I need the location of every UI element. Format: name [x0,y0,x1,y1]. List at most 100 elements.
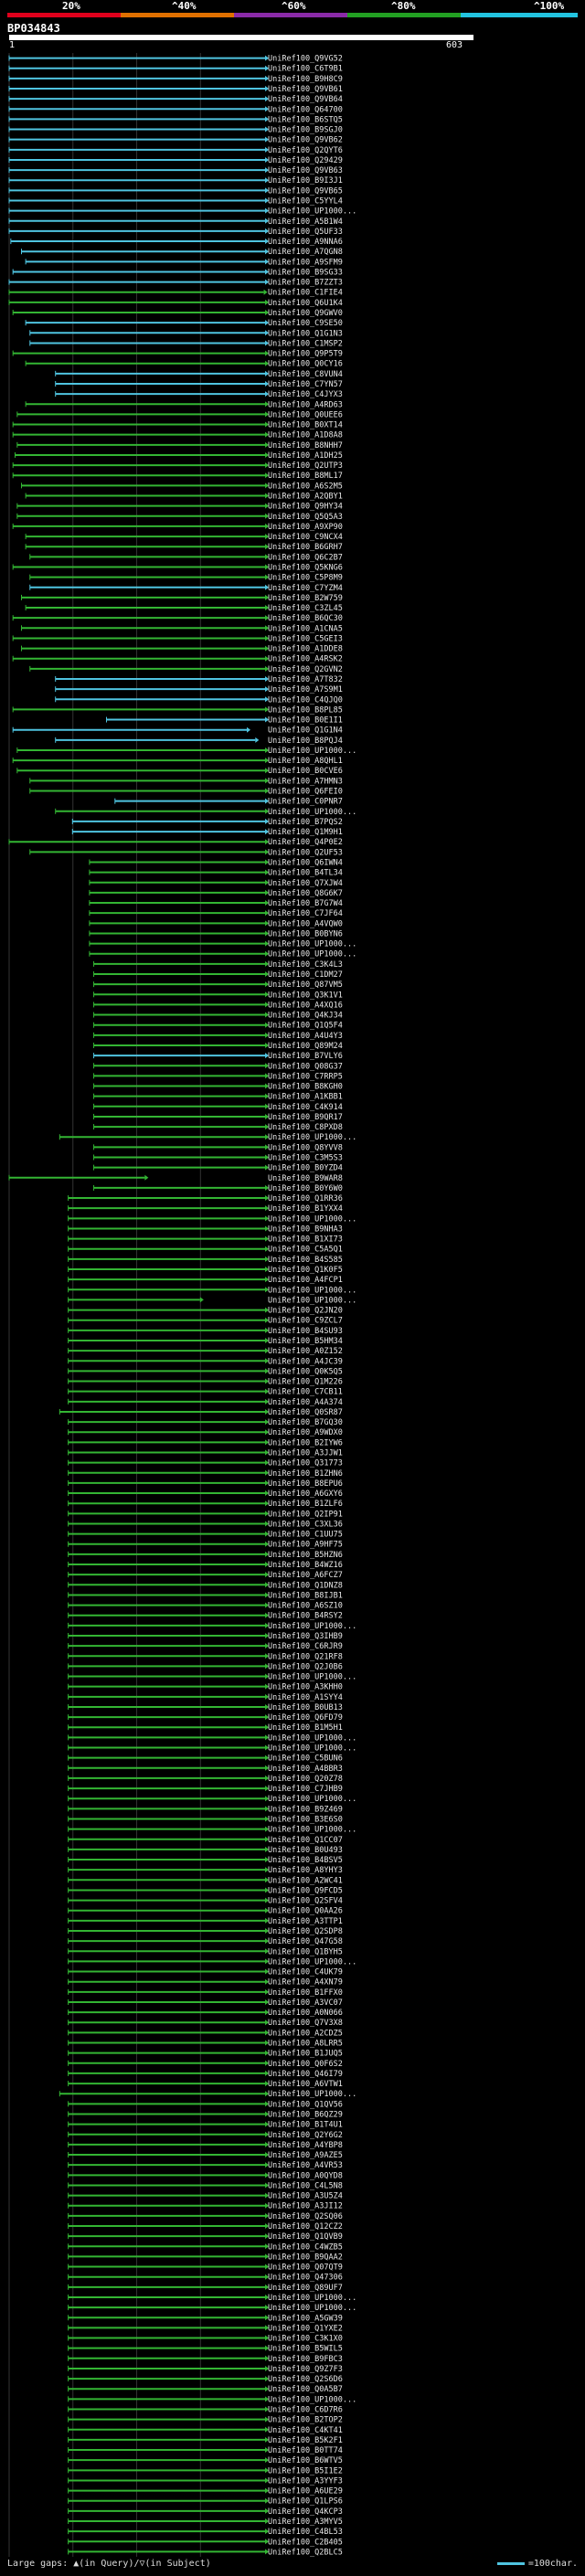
hit-label[interactable]: UniRef100_B8EPU6 [268,1479,343,1489]
hit-row[interactable]: UniRef100_UP1000... [68,1296,357,1305]
hit-label[interactable]: UniRef100_A9NNA6 [268,238,343,247]
hit-row[interactable]: UniRef100_A7HMN3 [29,777,343,786]
hit-label[interactable]: UniRef100_Q0A5B7 [268,2385,343,2394]
hit-label[interactable]: UniRef100_UP1000... [268,1733,356,1743]
hit-row[interactable]: UniRef100_C9ZCL7 [68,1317,343,1326]
hit-label[interactable]: UniRef100_Q0UEE6 [268,410,343,419]
hit-label[interactable]: UniRef100_B2W759 [268,594,343,603]
hit-label[interactable]: UniRef100_A3MYV5 [268,2518,343,2527]
hit-label[interactable]: UniRef100_Q47G58 [268,1937,343,1946]
hit-row[interactable]: UniRef100_UP1000... [55,808,357,817]
hit-label[interactable]: UniRef100_B6GRH7 [268,543,343,552]
hit-label[interactable]: UniRef100_A2WC41 [268,1876,343,1885]
hit-row[interactable]: UniRef100_B1YXX4 [68,1204,343,1214]
hit-label[interactable]: UniRef100_B7VLY6 [268,1052,343,1061]
hit-row[interactable]: UniRef100_C9SE50 [25,319,343,328]
hit-row[interactable]: UniRef100_Q9GWV0 [12,309,343,318]
hit-label[interactable]: UniRef100_Q5KNG6 [268,563,343,572]
hit-row[interactable]: UniRef100_Q1DNZ8 [68,1581,343,1590]
hit-row[interactable]: UniRef100_A3YYF3 [68,2476,343,2486]
hit-label[interactable]: UniRef100_A4RSK2 [268,655,343,664]
hit-label[interactable]: UniRef100_Q89UF7 [268,2284,343,2293]
hit-row[interactable]: UniRef100_Q8YVV8 [93,1143,343,1152]
hit-row[interactable]: UniRef100_B3E6S0 [68,1815,343,1824]
hit-label[interactable]: UniRef100_Q1YXE2 [268,2324,343,2333]
hit-label[interactable]: UniRef100_Q1G1N4 [268,726,343,736]
hit-row[interactable]: UniRef100_UP1000... [68,1622,357,1631]
hit-label[interactable]: UniRef100_A3JJW1 [268,1449,343,1458]
hit-row[interactable]: UniRef100_UP1000... [68,1826,357,1835]
hit-row[interactable]: UniRef100_Q46I79 [68,2070,343,2079]
hit-label[interactable]: UniRef100_B1YXX4 [268,1204,343,1214]
hit-label[interactable]: UniRef100_C7CB11 [268,1388,343,1397]
hit-row[interactable]: UniRef100_Q2UF53 [29,848,343,857]
hit-row[interactable]: UniRef100_Q2SFV4 [68,1897,343,1906]
hit-row[interactable]: UniRef100_B7G7W4 [89,899,343,908]
hit-label[interactable]: UniRef100_Q31773 [268,1459,343,1468]
hit-label[interactable]: UniRef100_C7JF64 [268,909,343,918]
hit-row[interactable]: UniRef100_A3KHH0 [68,1683,343,1692]
hit-label[interactable]: UniRef100_B1JUQ5 [268,2050,343,2059]
hit-label[interactable]: UniRef100_C9SE50 [268,319,343,328]
hit-label[interactable]: UniRef100_Q0SR87 [268,1408,343,1417]
hit-row[interactable]: UniRef100_UP1000... [68,1957,357,1966]
hit-label[interactable]: UniRef100_Q4P0E2 [268,838,343,847]
hit-label[interactable]: UniRef100_A4VQW0 [268,919,343,928]
hit-label[interactable]: UniRef100_B9NHA3 [268,1224,343,1234]
hit-row[interactable]: UniRef100_Q9VG52 [8,55,343,64]
hit-label[interactable]: UniRef100_Q9VG52 [268,55,343,64]
hit-row[interactable]: UniRef100_Q6U1K4 [8,299,343,308]
hit-label[interactable]: UniRef100_A4YBP8 [268,2141,343,2150]
hit-row[interactable]: UniRef100_UP1000... [8,207,356,217]
hit-label[interactable]: UniRef100_B7G7W4 [268,899,343,908]
hit-label[interactable]: UniRef100_Q1QVB9 [268,2232,343,2242]
hit-row[interactable]: UniRef100_C5A5Q1 [68,1246,343,1255]
hit-label[interactable]: UniRef100_A1DDE8 [268,645,343,654]
hit-label[interactable]: UniRef100_B0CVE6 [268,767,343,776]
hit-label[interactable]: UniRef100_Q1K0F5 [268,1266,343,1275]
hit-row[interactable]: UniRef100_Q64700 [8,105,343,114]
hit-label[interactable]: UniRef100_A6S2M5 [268,482,343,491]
hit-row[interactable]: UniRef100_B9FBC3 [68,2355,343,2364]
hit-row[interactable]: UniRef100_Q6IWN4 [89,858,343,867]
hit-row[interactable]: UniRef100_B9SGJ0 [8,126,343,135]
hit-label[interactable]: UniRef100_A3KHH0 [268,1683,343,1692]
hit-row[interactable]: UniRef100_A9SFM9 [25,258,343,267]
hit-label[interactable]: UniRef100_Q9P5T9 [268,350,343,359]
hit-label[interactable]: UniRef100_C6T9B1 [268,65,343,74]
hit-label[interactable]: UniRef100_C0PNR7 [268,798,343,807]
hit-label[interactable]: UniRef100_B8IJB1 [268,1591,343,1600]
hit-row[interactable]: UniRef100_C5BUN6 [68,1754,343,1764]
hit-row[interactable]: UniRef100_A6GXY6 [68,1489,343,1499]
hit-label[interactable]: UniRef100_B4WZ16 [268,1561,343,1570]
hit-row[interactable]: UniRef100_B1T4U1 [68,2121,343,2130]
hit-row[interactable]: UniRef100_B6WTV5 [68,2456,343,2465]
hit-row[interactable]: UniRef100_Q7V3X8 [68,2019,343,2028]
hit-label[interactable]: UniRef100_C3K1X0 [268,2335,343,2344]
hit-label[interactable]: UniRef100_Q87VM5 [268,981,343,990]
hit-row[interactable]: UniRef100_Q6FD79 [68,1713,343,1723]
hit-label[interactable]: UniRef100_A1CNA5 [268,624,343,633]
hit-row[interactable]: UniRef100_B5WIL5 [68,2345,343,2354]
hit-row[interactable]: UniRef100_B0TT74 [68,2446,343,2455]
hit-label[interactable]: UniRef100_A6GXY6 [268,1489,343,1499]
hit-label[interactable]: UniRef100_Q2BLC5 [268,2548,343,2557]
hit-row[interactable]: UniRef100_Q1QV56 [68,2100,343,2109]
hit-label[interactable]: UniRef100_B7GQ30 [268,1418,343,1427]
hit-label[interactable]: UniRef100_C7YN57 [268,380,343,389]
hit-row[interactable]: UniRef100_A0N066 [68,2009,343,2018]
hit-label[interactable]: UniRef100_B2IYW6 [268,1438,343,1447]
hit-label[interactable]: UniRef100_C9ZCL7 [268,1317,343,1326]
hit-row[interactable]: UniRef100_Q20Z78 [68,1775,343,1784]
hit-row[interactable]: UniRef100_UP1000... [16,747,356,756]
hit-row[interactable]: UniRef100_Q2SDP8 [68,1927,343,1936]
hit-label[interactable]: UniRef100_B9QAA2 [268,2253,343,2262]
hit-row[interactable]: UniRef100_B9I3J1 [8,176,343,186]
hit-label[interactable]: UniRef100_Q46I79 [268,2070,343,2079]
hit-row[interactable]: UniRef100_A9HF75 [68,1541,343,1550]
hit-row[interactable]: UniRef100_Q89UF7 [68,2284,343,2293]
hit-label[interactable]: UniRef100_A9XP90 [268,523,343,532]
hit-label[interactable]: UniRef100_C1MSP2 [268,339,343,348]
hit-row[interactable]: UniRef100_C6D7R6 [68,2405,343,2414]
hit-row[interactable]: UniRef100_A1DDE8 [20,645,343,654]
